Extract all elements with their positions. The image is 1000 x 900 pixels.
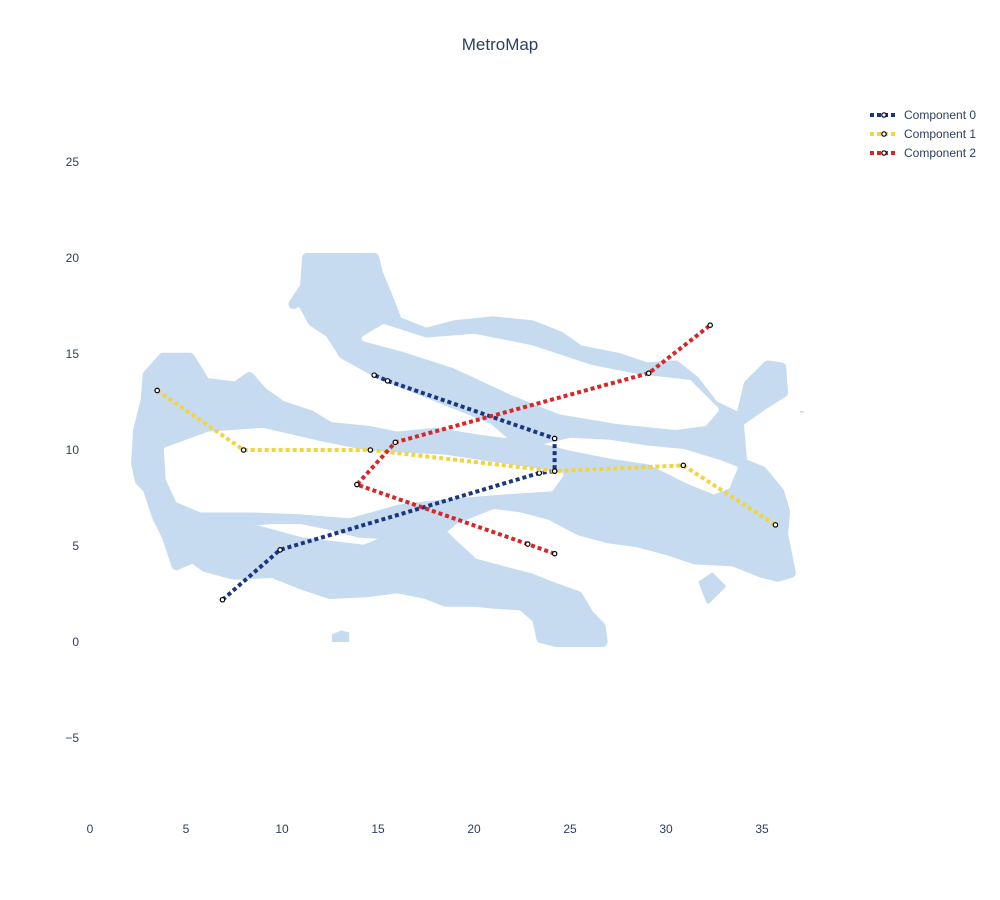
- series-point[interactable]: [680, 462, 687, 469]
- series-2: [353, 322, 713, 557]
- y-tick-label: 25: [66, 155, 80, 169]
- series-point[interactable]: [536, 470, 543, 476]
- x-tick-label: 25: [563, 822, 577, 836]
- legend-item[interactable]: Component 1: [870, 127, 976, 141]
- series-point[interactable]: [707, 322, 713, 329]
- legend-marker: [881, 112, 887, 118]
- x-tick-label: 30: [659, 822, 673, 836]
- series-line: [156, 388, 777, 527]
- legend: Component 0 Component 1 Component 2: [870, 108, 976, 160]
- x-tick-label: 15: [371, 822, 385, 836]
- series-point[interactable]: [392, 439, 399, 446]
- series-point[interactable]: [354, 481, 360, 488]
- y-tick-label: 20: [66, 251, 80, 265]
- series-point[interactable]: [219, 596, 226, 603]
- series-point[interactable]: [551, 435, 558, 442]
- x-tick-label: 10: [275, 822, 289, 836]
- series-layer: [154, 322, 779, 603]
- x-tick-label: 35: [755, 822, 769, 836]
- x-tick-label: 20: [467, 822, 481, 836]
- series-point[interactable]: [240, 447, 247, 453]
- series-point[interactable]: [277, 547, 283, 553]
- island-shape: [331, 630, 350, 642]
- y-tick-label: −5: [65, 731, 79, 745]
- series-point[interactable]: [371, 372, 377, 378]
- legend-label: Component 1: [904, 127, 976, 141]
- y-axis-ticks: −5 0 5 10 15 20 25: [65, 155, 79, 745]
- x-tick-label: 5: [183, 822, 190, 836]
- region-shape: [131, 253, 796, 647]
- legend-marker: [881, 131, 887, 137]
- series-point[interactable]: [367, 447, 374, 453]
- legend-item[interactable]: Component 2: [870, 146, 976, 160]
- legend-label: Component 0: [904, 108, 976, 122]
- series-point[interactable]: [154, 387, 161, 394]
- legend-item[interactable]: Component 0: [870, 108, 976, 122]
- series-point[interactable]: [551, 550, 558, 557]
- island-shape: [698, 572, 726, 604]
- series-point[interactable]: [524, 541, 531, 547]
- y-tick-label: 5: [72, 539, 79, 553]
- background-region: [131, 253, 804, 647]
- series-point[interactable]: [772, 522, 779, 528]
- y-tick-label: 10: [66, 443, 80, 457]
- x-axis-ticks: 0 5 10 15 20 25 30 35: [87, 822, 769, 836]
- x-tick-label: 0: [87, 822, 94, 836]
- chart-title: MetroMap: [462, 35, 539, 54]
- legend-label: Component 2: [904, 146, 976, 160]
- legend-marker: [881, 150, 887, 156]
- y-tick-label: 0: [72, 635, 79, 649]
- series-line: [353, 323, 712, 556]
- series-point[interactable]: [551, 468, 558, 474]
- series-point[interactable]: [645, 370, 652, 377]
- region-gaps: [163, 324, 719, 519]
- y-tick-label: 15: [66, 347, 80, 361]
- series-point[interactable]: [384, 378, 391, 384]
- series-1: [154, 387, 779, 528]
- stray-mark: [800, 411, 804, 413]
